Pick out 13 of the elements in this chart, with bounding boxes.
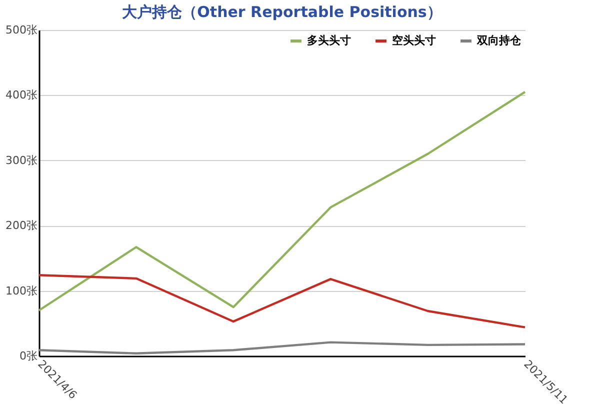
y-tick-label: 200张 (6, 219, 38, 232)
y-tick-label: 500张 (6, 24, 38, 36)
chart-title: 大户持仓（Other Reportable Positions） (122, 3, 442, 21)
y-tick-label: 300张 (6, 154, 38, 167)
y-tick-label: 0张 (20, 350, 38, 362)
y-tick-label: 100张 (6, 284, 38, 298)
line-series (38, 341, 526, 354)
line-series (38, 274, 526, 328)
y-tick-label: 400张 (6, 88, 38, 102)
legend-label: 双向持仓 (476, 34, 522, 47)
legend-label: 多头头寸 (307, 34, 351, 47)
line-series (38, 90, 526, 312)
legend-label: 空头头寸 (392, 34, 436, 47)
